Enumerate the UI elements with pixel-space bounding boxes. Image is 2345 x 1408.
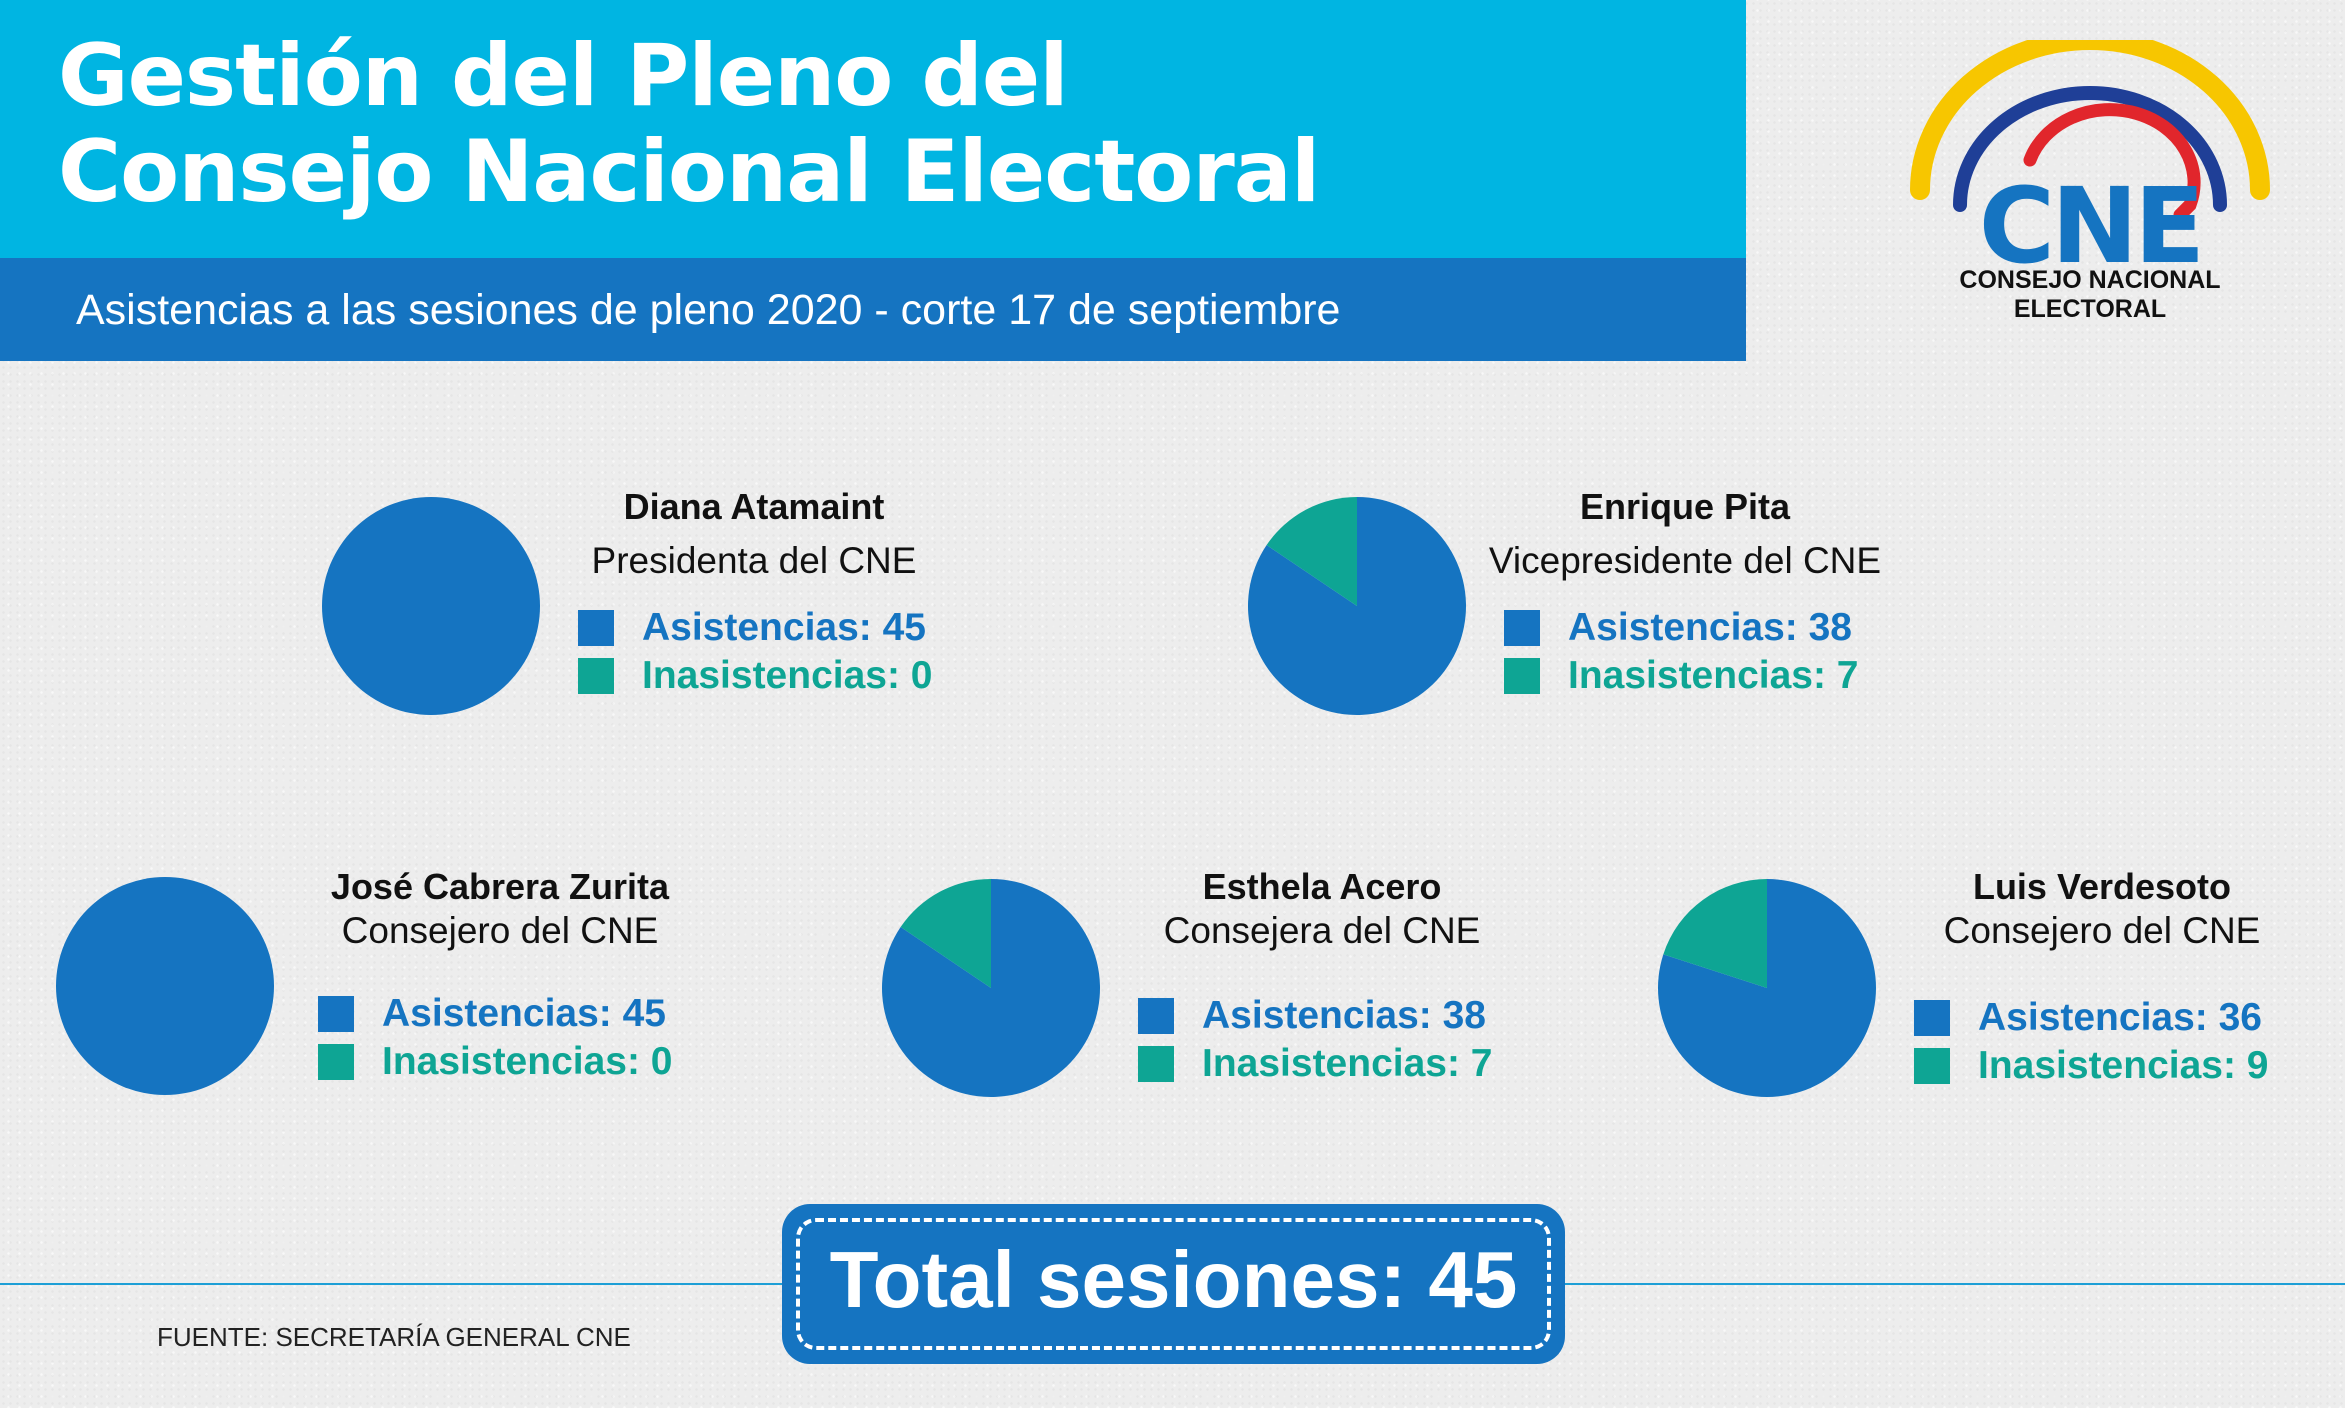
pie-chart: [322, 497, 540, 715]
legend-swatch: [1138, 1046, 1174, 1082]
legend-swatch: [578, 610, 614, 646]
total-sessions-label: Total sesiones: 45: [829, 1235, 1518, 1324]
total-sessions-badge: Total sesiones: 45: [782, 1204, 1565, 1364]
legend-swatch: [1914, 1000, 1950, 1036]
member-role: Presidenta del CNE: [591, 540, 917, 581]
legend-swatch: [318, 1044, 354, 1080]
logo-caption: CONSEJO NACIONAL ELECTORAL: [1959, 266, 2221, 323]
member-name: Diana Atamaint: [623, 486, 885, 527]
member-name: José Cabrera Zurita: [330, 866, 670, 907]
pie-chart: [882, 879, 1100, 1097]
cne-logo: CNE: [1910, 40, 2270, 287]
title-line-2: Consejo Nacional Electoral: [58, 122, 1320, 222]
pie-slice-asistencias: [322, 497, 540, 715]
legend-label: Asistencias: 38: [1202, 994, 1486, 1037]
member-role: Consejera del CNE: [1163, 910, 1481, 951]
pie-chart: [1658, 879, 1876, 1097]
subtitle-bar: Asistencias a las sesiones de pleno 2020…: [0, 258, 1746, 361]
logo-wordmark: CNE: [1979, 165, 2201, 287]
legend-swatch: [1138, 998, 1174, 1034]
divider-right: [1565, 1283, 2345, 1285]
member-name: Luis Verdesoto: [1972, 866, 2232, 907]
legend-swatch: [578, 658, 614, 694]
legend-label: Asistencias: 36: [1978, 996, 2262, 1039]
pie-slice-inasistencias: [900, 879, 991, 988]
logo-arc-blue: [1953, 86, 2227, 212]
legend-swatch: [1504, 658, 1540, 694]
page-subtitle: Asistencias a las sesiones de pleno 2020…: [76, 286, 1341, 334]
member-name: Enrique Pita: [1579, 486, 1791, 527]
page-title: Gestión del Pleno del Consejo Nacional E…: [58, 26, 1320, 222]
member-role: Consejero del CNE: [1943, 910, 2261, 951]
legend-label: Asistencias: 45: [382, 992, 666, 1035]
legend-swatch: [1504, 610, 1540, 646]
pie-chart: [1248, 497, 1466, 715]
member-role: Consejero del CNE: [341, 910, 659, 951]
legend-swatch: [318, 996, 354, 1032]
logo-arc-yellow: [1910, 40, 2270, 200]
source-note: FUENTE: SECRETARÍA GENERAL CNE: [157, 1322, 631, 1352]
pie-slice-asistencias: [56, 877, 274, 1095]
member-name: Esthela Acero: [1202, 866, 1442, 907]
legend-swatch: [1914, 1048, 1950, 1084]
pie-slice-inasistencias: [1266, 497, 1357, 606]
legend-label: Asistencias: 38: [1568, 606, 1852, 649]
member-role: Vicepresidente del CNE: [1488, 540, 1882, 581]
legend-label: Inasistencias: 0: [642, 654, 933, 697]
logo-arc-red: [2023, 103, 2201, 222]
legend-label: Inasistencias: 7: [1202, 1042, 1493, 1085]
pie-chart: [56, 877, 274, 1095]
legend-label: Asistencias: 45: [642, 606, 926, 649]
pie-slice-inasistencias: [1663, 879, 1767, 988]
total-dashed-border: [796, 1218, 1551, 1350]
divider-left: [0, 1283, 782, 1285]
header-banner: Gestión del Pleno del Consejo Nacional E…: [0, 0, 1746, 258]
legend-label: Inasistencias: 7: [1568, 654, 1859, 697]
legend-label: Inasistencias: 0: [382, 1040, 673, 1083]
legend-label: Inasistencias: 9: [1978, 1044, 2269, 1087]
title-line-1: Gestión del Pleno del: [58, 26, 1069, 126]
